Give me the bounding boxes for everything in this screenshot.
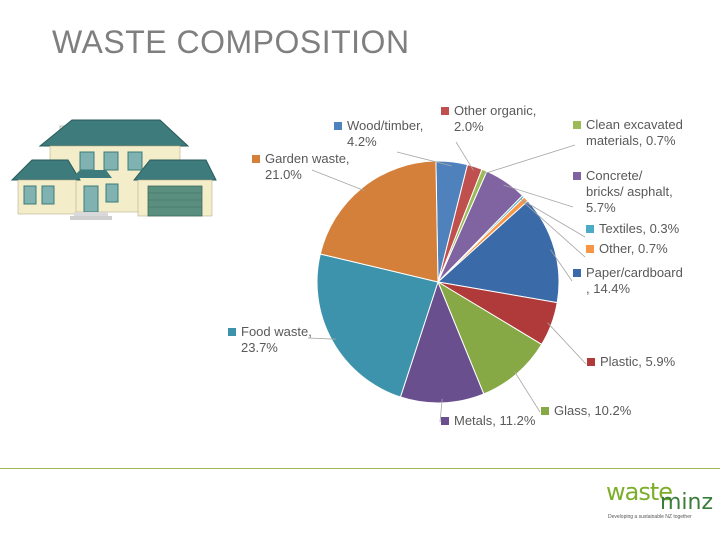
legend-swatch-plastic: [587, 358, 595, 366]
data-label-wood-timber: 4.2%: [347, 134, 377, 149]
leader-line-paper-cardboard: [550, 249, 573, 282]
slice-metals: [399, 280, 485, 404]
logo-word-waste: waste: [606, 478, 673, 506]
leader-line-concrete-bricks-asphalt: [503, 184, 574, 208]
data-label-concrete-bricks-asphalt: bricks/ asphalt,: [586, 184, 673, 199]
waste-pie-chart: Wood/timber,4.2% Other organic,2.0% Clean …: [228, 103, 683, 428]
leader-line-metals: [439, 398, 443, 423]
leader-line-glass: [513, 370, 541, 413]
legend-swatch-textiles: [586, 225, 594, 233]
data-label-paper-cardboard: Paper/cardboard: [586, 265, 683, 280]
data-label-food-waste: 23.7%: [241, 340, 278, 355]
leader-line-other: [522, 201, 586, 258]
data-label-concrete-bricks-asphalt: Concrete/: [586, 168, 643, 183]
data-label-other-organic: 2.0%: [454, 119, 484, 134]
data-label-food-waste: Food waste,: [241, 324, 312, 339]
leader-line-textiles: [520, 198, 586, 238]
legend-swatch-other: [586, 245, 594, 253]
data-label-clean-excavated-materials: Clean excavated: [586, 117, 683, 132]
data-label-concrete-bricks-asphalt: 5.7%: [586, 200, 616, 215]
data-label-textiles: Textiles, 0.3%: [599, 221, 680, 236]
leader-line-clean-excavated-materials: [482, 144, 576, 175]
leader-line-food-waste: [307, 337, 336, 340]
leader-line-other-organic: [455, 141, 474, 171]
legend-swatch-food-waste: [228, 328, 236, 336]
leader-line-garden-waste: [311, 169, 365, 192]
logo-tagline: Developing a sustainable NZ together: [608, 514, 692, 520]
data-label-other: Other, 0.7%: [599, 241, 668, 256]
data-label-garden-waste: 21.0%: [265, 167, 302, 182]
leader-line-plastic: [547, 322, 587, 365]
legend-swatch-other-organic: [441, 107, 449, 115]
slice-food-waste: [316, 253, 439, 398]
data-label-metals: Metals, 11.2%: [454, 413, 536, 428]
slice-glass: [436, 280, 543, 395]
slice-garden-waste: [319, 160, 439, 283]
legend-swatch-concrete-bricks-asphalt: [573, 172, 581, 180]
footer-divider: [0, 468, 720, 469]
data-label-garden-waste: Garden waste,: [265, 151, 350, 166]
data-label-clean-excavated-materials: materials, 0.7%: [586, 133, 676, 148]
data-label-plastic: Plastic, 5.9%: [600, 354, 676, 369]
slide-title: WASTE COMPOSITION: [52, 24, 410, 60]
logo-word-minz: minz: [660, 490, 714, 515]
legend-swatch-paper-cardboard: [573, 269, 581, 277]
data-label-glass: Glass, 10.2%: [554, 403, 632, 418]
legend-swatch-glass: [541, 407, 549, 415]
legend-swatch-metals: [441, 417, 449, 425]
wasteminz-logo: waste minz Developing a sustainable NZ t…: [600, 478, 714, 528]
legend-swatch-garden-waste: [252, 155, 260, 163]
data-label-paper-cardboard: , 14.4%: [586, 281, 631, 296]
legend-swatch-clean-excavated-materials: [573, 121, 581, 129]
legend-swatch-wood-timber: [334, 122, 342, 130]
leader-line-wood-timber: [396, 151, 452, 167]
data-label-wood-timber: Wood/timber,: [347, 118, 423, 133]
house-illustration: [10, 119, 217, 220]
data-label-other-organic: Other organic,: [454, 103, 536, 118]
